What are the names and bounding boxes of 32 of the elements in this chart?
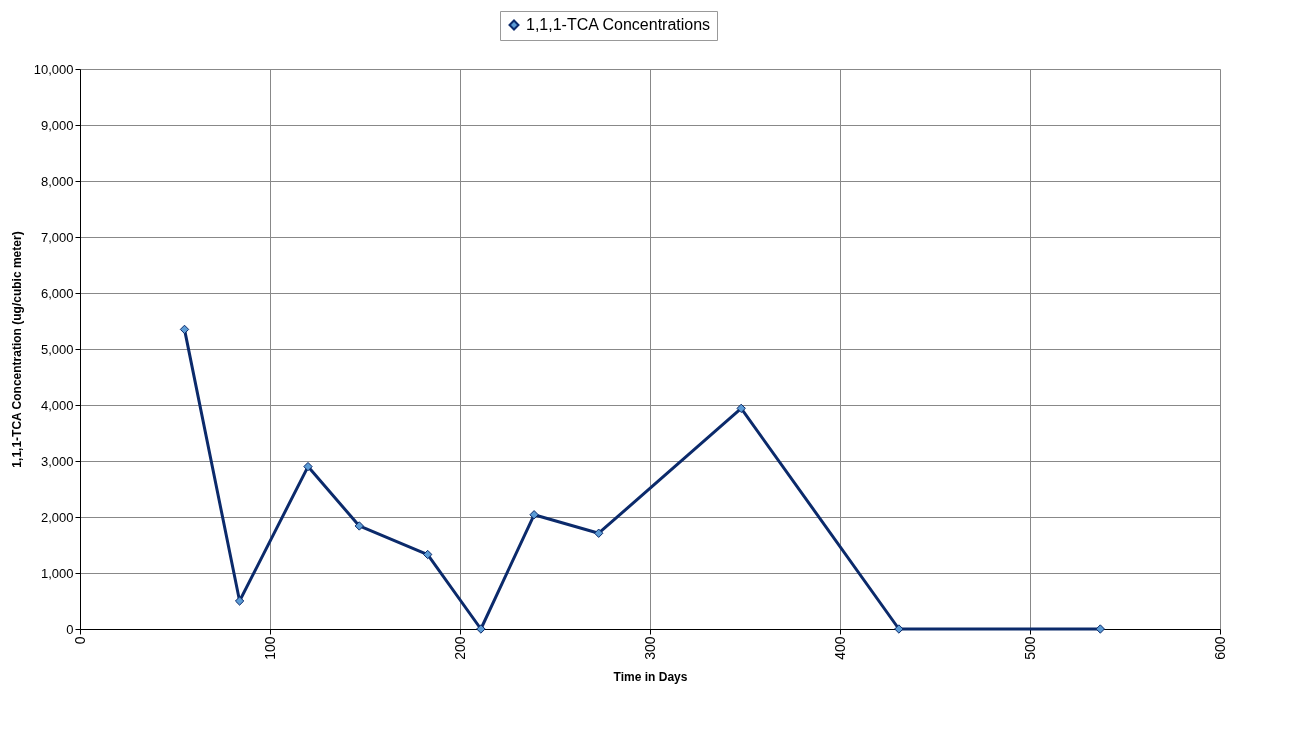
y-tick-label: 9,000 xyxy=(40,117,74,133)
point xyxy=(354,521,364,531)
x-tick-label: 600 xyxy=(1211,636,1228,660)
point xyxy=(1095,624,1105,634)
y-tick-label: 4,000 xyxy=(40,397,74,413)
point xyxy=(303,461,313,472)
y-tick-label: 1,000 xyxy=(40,565,74,581)
x-tick-label: 100 xyxy=(261,636,278,660)
point xyxy=(594,528,604,538)
y-tick-label: 6,000 xyxy=(40,285,74,301)
y-tick-label: 0 xyxy=(66,621,74,637)
point xyxy=(736,403,746,414)
y-tick-label: 5,000 xyxy=(40,341,74,357)
x-tick-label: 500 xyxy=(1021,636,1038,660)
x-axis-title: Time in Days xyxy=(613,669,688,684)
point xyxy=(234,596,245,606)
x-tick-label: 300 xyxy=(641,636,658,660)
y-tick-label: 7,000 xyxy=(40,229,74,245)
x-tick-label: 0 xyxy=(71,636,88,645)
point xyxy=(423,549,433,560)
legend-label: 1,1,1-TCA Concentrations xyxy=(526,16,711,33)
x-tick-label: 400 xyxy=(831,636,848,660)
y-tick-label: 10,000 xyxy=(33,61,74,77)
point xyxy=(529,510,539,520)
point xyxy=(894,624,904,634)
x-tick-label: 200 xyxy=(451,636,468,660)
point xyxy=(179,324,190,335)
y-tick-label: 8,000 xyxy=(40,173,74,189)
y-tick-label: 2,000 xyxy=(40,509,74,525)
point xyxy=(476,624,486,634)
y-axis-title: 1,1,1-TCA Concentration (ug/cubic meter) xyxy=(9,231,24,468)
y-tick-label: 3,000 xyxy=(40,453,74,469)
